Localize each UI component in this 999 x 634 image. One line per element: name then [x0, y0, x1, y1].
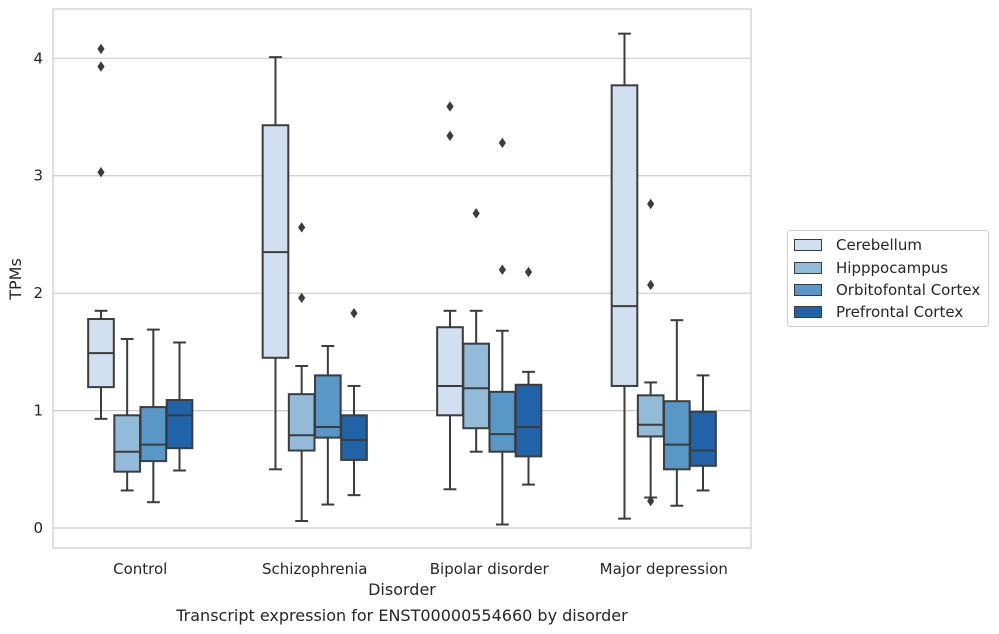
outlier-point	[647, 495, 655, 507]
y-tick-label-3: 3	[33, 167, 43, 185]
legend-item-prefrontal: Prefrontal Cortex	[794, 302, 963, 322]
box-bipolar-disorder-prefrontal-cortex	[514, 266, 543, 486]
outlier-point	[97, 167, 105, 178]
outlier-point	[647, 279, 655, 291]
box-iqr	[113, 414, 141, 473]
outlier-point	[446, 130, 454, 141]
outlier-point	[647, 198, 655, 210]
outlier-point	[298, 222, 306, 233]
box-iqr	[689, 410, 717, 467]
box-iqr	[636, 394, 665, 438]
y-axis-label: TPMs	[6, 258, 25, 301]
y-tick-label-1: 1	[33, 402, 43, 420]
x-tick-label-control: Control	[113, 560, 167, 578]
box-bipolar-disorder-hipppocampus	[462, 208, 490, 453]
box-iqr	[462, 342, 490, 430]
outlier-point	[350, 307, 358, 319]
box-iqr	[514, 383, 543, 458]
x-tick-labels: Control Schizophrenia Bipolar disorder Majo…	[113, 560, 728, 578]
box-iqr	[610, 84, 639, 387]
outlier-point	[498, 264, 506, 275]
outlier-point	[498, 137, 506, 149]
y-tick-labels: 0 1 2 3 4	[33, 49, 43, 537]
x-tick-label-major-depression: Major depression	[600, 560, 728, 578]
outlier-point	[97, 43, 105, 55]
legend-item-cerebellum: Cerebellum	[794, 235, 922, 255]
outlier-point	[472, 208, 480, 219]
box-control-orbitofontal-cortex	[139, 328, 168, 504]
legend-label-prefrontal: Prefrontal Cortex	[836, 303, 964, 321]
box-schizophrenia-orbitofontal-cortex	[314, 345, 342, 506]
y-tick-label-0: 0	[33, 519, 43, 537]
outlier-point	[524, 266, 533, 278]
legend-item-hippocampus: Hipppocampus	[794, 258, 948, 278]
plot-frame	[52, 8, 752, 549]
legend-label-cerebellum: Cerebellum	[836, 236, 922, 254]
box-iqr	[287, 393, 316, 452]
legend: Cerebellum Hipppocampus Orbitofontal Cor…	[787, 230, 989, 327]
box-iqr	[436, 326, 464, 417]
box-major-depression-prefrontal-cortex	[689, 374, 717, 492]
x-tick-label-bipolar-disorder: Bipolar disorder	[430, 560, 550, 578]
legend-item-orbitofrontal: Orbitofontal Cortex	[794, 280, 980, 300]
box-bipolar-disorder-cerebellum	[436, 101, 464, 491]
y-tick-label-4: 4	[33, 49, 43, 67]
box-schizophrenia-prefrontal-cortex	[340, 307, 368, 497]
box-iqr	[663, 400, 691, 471]
box-iqr	[314, 374, 342, 439]
box-schizophrenia-hipppocampus	[287, 222, 316, 522]
box-iqr	[488, 390, 517, 453]
box-major-depression-cerebellum	[610, 32, 639, 520]
box-schizophrenia-cerebellum	[261, 56, 290, 471]
outlier-point	[298, 292, 306, 304]
outlier-point	[97, 61, 105, 72]
box-major-depression-orbitofontal-cortex	[663, 319, 691, 507]
legend-swatch-cerebellum	[794, 239, 822, 251]
legend-swatch-hippocampus	[794, 262, 822, 274]
box-iqr	[165, 399, 194, 450]
box-major-depression-hipppocampus	[636, 198, 665, 507]
box-control-prefrontal-cortex	[165, 341, 194, 472]
legend-swatch-orbitofrontal	[794, 284, 822, 296]
box-iqr	[340, 414, 368, 461]
box-iqr	[139, 406, 168, 463]
box-layer	[87, 32, 717, 526]
legend-label-orbitofrontal: Orbitofontal Cortex	[836, 281, 981, 299]
legend-swatch-prefrontal	[794, 306, 822, 318]
figure-caption: Transcript expression for ENST0000055466…	[176, 606, 628, 625]
outlier-point	[446, 101, 454, 112]
x-tick-label-schizophrenia: Schizophrenia	[262, 560, 367, 578]
legend-label-hippocampus: Hipppocampus	[836, 259, 949, 277]
x-axis-label: Disorder	[368, 580, 436, 599]
box-bipolar-disorder-orbitofontal-cortex	[488, 137, 517, 526]
box-control-cerebellum	[87, 43, 115, 420]
y-tick-label-2: 2	[33, 284, 43, 302]
box-iqr	[261, 124, 290, 359]
box-control-hipppocampus	[113, 337, 141, 492]
